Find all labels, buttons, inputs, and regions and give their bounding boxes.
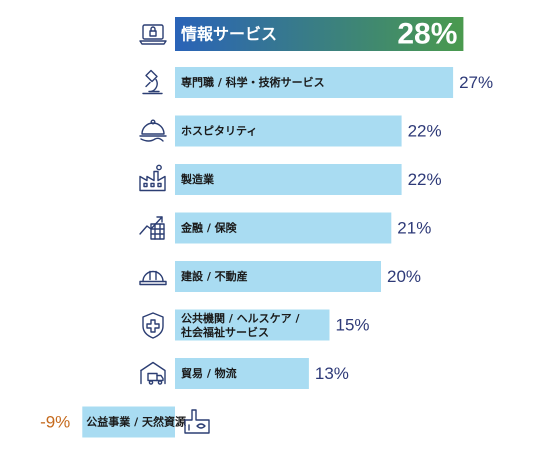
value-label: 28%: [397, 18, 457, 51]
warehouse-truck-icon: [140, 361, 166, 385]
category-label: 公共機関 / ヘルスケア /社会福祉サービス: [180, 311, 301, 339]
hard-hat-icon: [139, 270, 167, 286]
bar-6: [175, 309, 330, 341]
medical-shield-icon: [142, 312, 164, 339]
value-label: 20%: [387, 267, 421, 286]
bar-3: [175, 164, 402, 195]
category-label: 貿易 / 物流: [181, 366, 237, 380]
value-label: 15%: [336, 316, 370, 335]
bar-1: [175, 67, 454, 98]
value-label: 27%: [459, 73, 493, 92]
value-label: -9%: [40, 413, 70, 432]
value-label: 21%: [397, 219, 431, 238]
category-label: 金融 / 保険: [180, 221, 238, 235]
category-label: 情報サービス: [181, 25, 277, 44]
bar-2: [175, 115, 402, 147]
factory-icon: [139, 164, 166, 192]
laptop-lock-icon: [139, 24, 167, 45]
category-label: ホスピタリティ: [181, 125, 257, 138]
bar-5: [175, 261, 381, 292]
bar-8: [82, 406, 175, 438]
food-cloche-icon: [139, 119, 167, 142]
bar-7: [175, 358, 309, 389]
category-label: 製造業: [180, 172, 215, 186]
value-label: 13%: [315, 364, 349, 383]
category-label: 専門職 / 科学・技術サービス: [181, 75, 325, 89]
growth-chart-icon: [139, 216, 165, 240]
bar-0: [175, 17, 464, 51]
bar-4: [175, 212, 392, 244]
energy-plant-icon: [184, 409, 210, 434]
microscope-icon: [142, 69, 163, 95]
value-label: 22%: [408, 122, 442, 141]
category-label: 公益事業 / 天然資源: [86, 415, 186, 429]
category-label: 建設 / 不動産: [181, 269, 248, 283]
value-label: 22%: [408, 170, 442, 189]
